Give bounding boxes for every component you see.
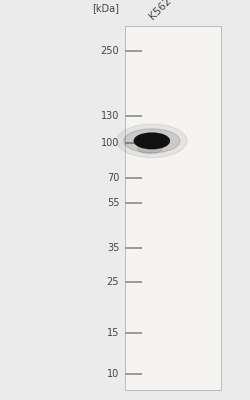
Text: 130: 130 (100, 111, 119, 121)
Ellipse shape (116, 124, 186, 158)
FancyBboxPatch shape (125, 26, 220, 390)
Text: 55: 55 (106, 198, 119, 208)
Text: 15: 15 (106, 328, 119, 338)
Text: [kDa]: [kDa] (92, 3, 119, 13)
Text: K562: K562 (147, 0, 173, 21)
Text: 100: 100 (100, 138, 119, 148)
Text: 70: 70 (106, 174, 119, 184)
Text: 10: 10 (106, 369, 119, 379)
Text: 250: 250 (100, 46, 119, 56)
Text: 25: 25 (106, 277, 119, 287)
Ellipse shape (137, 144, 162, 154)
Text: 35: 35 (106, 243, 119, 253)
Ellipse shape (123, 129, 179, 153)
Ellipse shape (134, 133, 169, 149)
